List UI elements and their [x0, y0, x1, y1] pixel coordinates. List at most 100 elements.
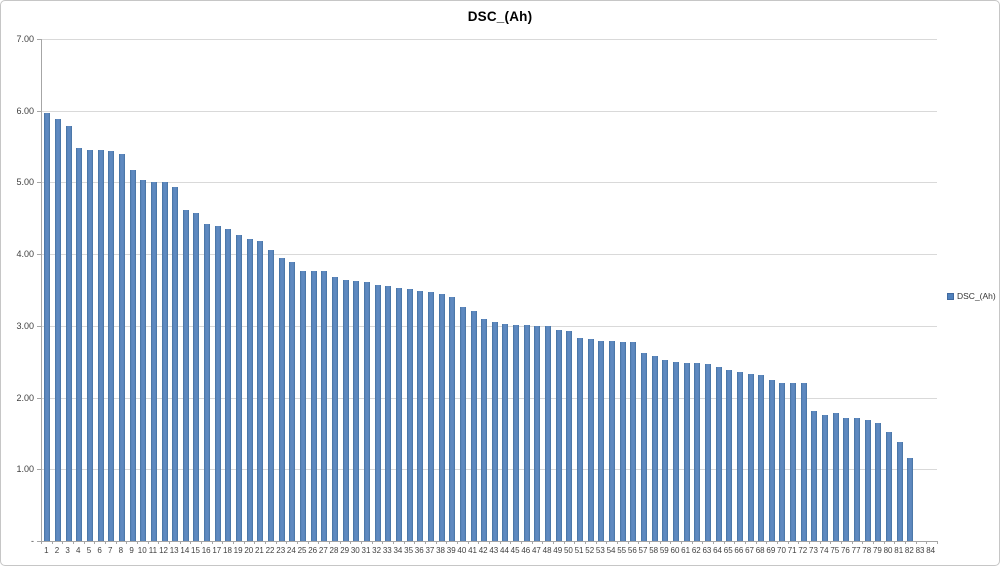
x-tick-mark: [830, 541, 832, 544]
x-tick-mark: [105, 541, 106, 544]
x-tick-label: 19: [233, 546, 243, 555]
bar-slot-34: [394, 39, 405, 541]
x-axis-labels: 1 2 3 4 5 6 7 8 9 10 11 12 13 14 15 16 17 18 19 20 21 22 23 24 2…: [41, 542, 936, 558]
x-tick-label: 27: [318, 546, 328, 555]
x-tick-label: 74: [819, 546, 829, 555]
bar-slot-71: [788, 39, 799, 541]
x-tick-mark: [350, 541, 352, 544]
x-tick-mark: [425, 541, 426, 544]
bar-67: [747, 373, 754, 541]
x-tick-label: 8: [118, 546, 124, 555]
x-tick-label: 68: [755, 546, 765, 555]
x-tick-label: 14: [180, 546, 190, 555]
bar-slot-22: [266, 39, 277, 541]
x-tick-label: 49: [553, 546, 563, 555]
x-tick-mark: [243, 541, 245, 544]
bar-8: [118, 153, 125, 541]
bar-slot-33: [383, 39, 394, 541]
x-tick-mark: [905, 541, 906, 544]
bar-59: [662, 359, 669, 541]
x-tick-label: 50: [563, 546, 573, 555]
x-tick-label: 83: [915, 546, 925, 555]
x-tick-mark: [894, 541, 896, 544]
x-tick-mark: [702, 541, 704, 544]
x-tick-mark: [254, 541, 256, 544]
x-tick-label: 25: [297, 546, 307, 555]
bar-17: [214, 226, 221, 541]
bar-slot-75: [830, 39, 841, 541]
bar-61: [683, 363, 690, 541]
x-tick-mark: [158, 541, 160, 544]
bar-slot-76: [841, 39, 852, 541]
gridline-y-4: [42, 254, 937, 256]
x-tick-label: 26: [308, 546, 318, 555]
bar-64: [715, 367, 722, 541]
x-tick-label: 33: [382, 546, 392, 555]
bar-69: [768, 379, 775, 541]
bar-slot-12: [159, 39, 170, 541]
x-tick-mark: [190, 541, 192, 544]
x-tick-mark: [617, 541, 618, 544]
bar-52: [587, 339, 594, 541]
bar-5: [86, 150, 93, 541]
x-tick-mark: [222, 541, 224, 544]
x-tick-label: 58: [649, 546, 659, 555]
bar-slot-72: [798, 39, 809, 541]
bar-slot-1: [42, 39, 53, 541]
x-tick-label: 3: [65, 546, 70, 555]
bar-slot-43: [490, 39, 501, 541]
bar-slot-78: [862, 39, 873, 541]
x-tick-mark: [531, 541, 533, 544]
x-tick-label: 48: [542, 546, 552, 555]
x-tick-mark: [339, 541, 341, 544]
bar-16: [204, 224, 211, 541]
bar-slot-29: [340, 39, 351, 541]
bar-42: [481, 318, 488, 541]
y-tick-label: 1.00: [16, 464, 34, 475]
x-tick-mark: [915, 541, 917, 544]
bar-30: [353, 280, 360, 541]
y-tick-label: 4.00: [16, 249, 34, 260]
bar-slot-9: [127, 39, 138, 541]
x-tick-label: 53: [595, 546, 605, 555]
x-tick-mark: [713, 541, 714, 544]
bar-54: [609, 340, 615, 541]
y-tick-label: 3.00: [16, 320, 34, 331]
y-tick-mark: [37, 110, 41, 112]
x-tick-mark: [51, 541, 53, 544]
bar-slot-5: [85, 39, 96, 541]
bar-slot-51: [575, 39, 586, 541]
x-tick-label: 72: [798, 546, 808, 555]
x-tick-mark: [361, 541, 362, 544]
x-tick-label: 64: [713, 546, 723, 555]
x-tick-label: 61: [681, 546, 691, 555]
bar-60: [672, 362, 679, 541]
x-tick-mark: [94, 541, 96, 544]
x-tick-label: 44: [500, 546, 509, 555]
bar-slot-42: [479, 39, 490, 541]
bar-38: [438, 294, 445, 541]
bar-45: [513, 325, 520, 541]
bar-slot-61: [681, 39, 692, 541]
x-tick-mark: [777, 541, 778, 544]
bar-19: [236, 234, 243, 541]
x-tick-mark: [819, 541, 821, 544]
bar-44: [502, 324, 509, 541]
gridline-y-3: [42, 325, 937, 327]
bar-36: [417, 290, 424, 541]
bar-51: [577, 338, 584, 541]
bar-63: [704, 363, 711, 541]
y-tick-label: 6.00: [16, 105, 34, 116]
x-tick-label: 66: [734, 546, 744, 555]
x-tick-mark: [83, 541, 85, 544]
x-tick-mark: [73, 541, 74, 544]
x-tick-label: 20: [244, 546, 254, 555]
bar-slot-52: [585, 39, 596, 541]
gridline-y-5: [42, 182, 937, 184]
bar-slot-28: [330, 39, 341, 541]
x-tick-label: 71: [787, 546, 797, 555]
bar-slot-68: [756, 39, 767, 541]
bar-slot-82: [905, 39, 916, 541]
bar-slot-65: [724, 39, 735, 541]
